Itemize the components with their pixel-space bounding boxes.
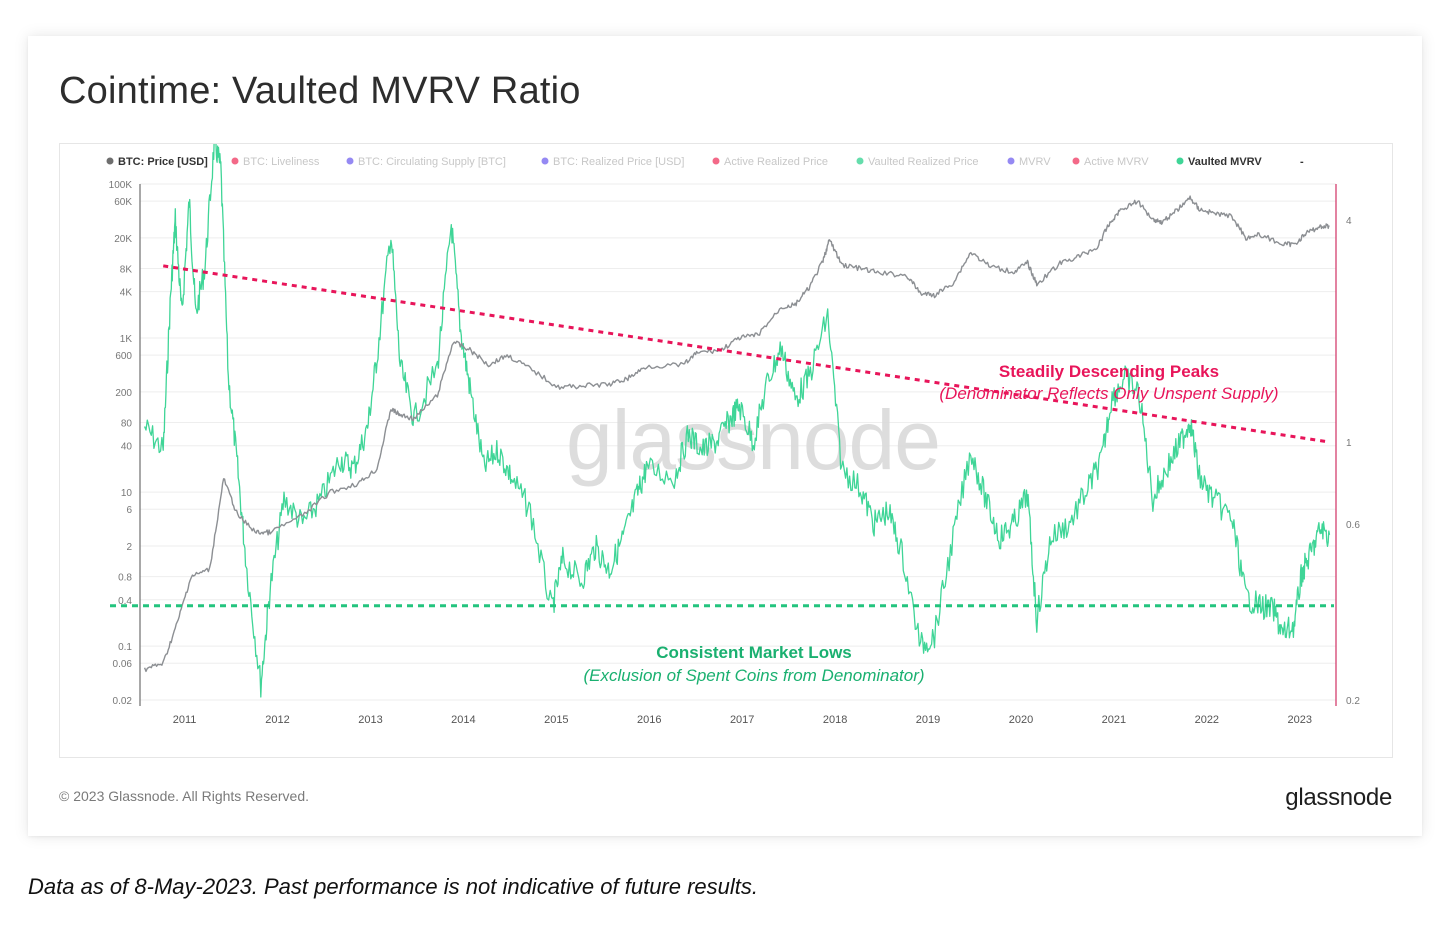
x-tick-label: 2015 bbox=[544, 714, 568, 726]
chart-frame: BTC: Price [USD] BTC: Liveliness BTC: Circ… bbox=[59, 143, 1393, 758]
legend-label: - bbox=[1300, 156, 1304, 168]
x-tick-label: 2023 bbox=[1288, 714, 1312, 726]
x-tick-label: 2012 bbox=[265, 714, 289, 726]
watermark: glassnode bbox=[566, 393, 940, 487]
lows-annotation-subtitle: (Exclusion of Spent Coins from Denominat… bbox=[583, 666, 924, 685]
chart-card: Cointime: Vaulted MVRV Ratio BTC: Price … bbox=[28, 36, 1422, 836]
right-tick-label: 0.6 bbox=[1346, 520, 1360, 531]
x-tick-label: 2014 bbox=[451, 714, 475, 726]
y-tick-label: 10 bbox=[121, 488, 133, 499]
series-line bbox=[143, 195, 1330, 673]
disclaimer-text: Data as of 8-May-2023. Past performance … bbox=[28, 874, 759, 899]
y-tick-label: 20K bbox=[114, 234, 132, 245]
y-tick-label: 1K bbox=[120, 334, 133, 345]
y-tick-label: 200 bbox=[115, 388, 132, 399]
peaks-annotation-subtitle: (Denominator Reflects Only Unspent Suppl… bbox=[939, 384, 1278, 403]
brand-logo: glassnode bbox=[1285, 784, 1392, 811]
y-tick-label: 2 bbox=[126, 542, 132, 553]
legend-label: Active Realized Price bbox=[724, 156, 828, 168]
right-tick-label: 0.2 bbox=[1346, 696, 1360, 707]
y-tick-label: 4K bbox=[120, 288, 133, 299]
x-tick-label: 2011 bbox=[173, 714, 197, 726]
y-tick-label: 60K bbox=[114, 197, 132, 208]
legend-dot bbox=[1072, 157, 1080, 165]
y-tick-label: 600 bbox=[115, 351, 132, 362]
copyright-text: © 2023 Glassnode. All Rights Reserved. bbox=[59, 788, 310, 804]
legend-dot bbox=[1007, 157, 1015, 165]
y-tick-label: 0.06 bbox=[113, 659, 133, 670]
peaks-trendline bbox=[163, 264, 1330, 444]
y-tick-label: 0.02 bbox=[113, 696, 133, 707]
x-tick-label: 2020 bbox=[1009, 714, 1033, 726]
legend-label: MVRV bbox=[1019, 156, 1051, 168]
legend-dot bbox=[231, 157, 239, 165]
legend-label: BTC: Liveliness bbox=[243, 156, 320, 168]
y-tick-label: 40 bbox=[121, 442, 133, 453]
chart-canvas: BTC: Price [USD] BTC: Liveliness BTC: Circ… bbox=[106, 144, 1360, 726]
lows-annotation-title: Consistent Market Lows bbox=[656, 643, 852, 662]
legend-dot bbox=[856, 157, 864, 165]
x-tick-label: 2022 bbox=[1195, 714, 1219, 726]
chart-title: Cointime: Vaulted MVRV Ratio bbox=[59, 70, 581, 112]
legend-label: Active MVRV bbox=[1084, 156, 1149, 168]
legend-dot bbox=[541, 157, 549, 165]
y-tick-label: 8K bbox=[120, 264, 133, 275]
y-tick-label: 80 bbox=[121, 419, 133, 430]
legend-label: Vaulted Realized Price bbox=[868, 156, 978, 168]
x-tick-label: 2019 bbox=[916, 714, 940, 726]
y-tick-label: 0.8 bbox=[118, 573, 132, 584]
y-tick-label: 100K bbox=[109, 180, 133, 191]
legend-dot bbox=[712, 157, 720, 165]
legend-label: BTC: Price [USD] bbox=[118, 156, 208, 168]
y-tick-label: 0.1 bbox=[118, 642, 132, 653]
x-tick-label: 2021 bbox=[1102, 714, 1126, 726]
series-line bbox=[143, 144, 1331, 698]
right-tick-label: 1 bbox=[1346, 438, 1352, 449]
x-tick-label: 2013 bbox=[358, 714, 382, 726]
right-tick-label: 4 bbox=[1346, 216, 1352, 227]
x-tick-label: 2016 bbox=[637, 714, 661, 726]
legend-label: BTC: Realized Price [USD] bbox=[553, 156, 684, 168]
peaks-annotation-title: Steadily Descending Peaks bbox=[999, 362, 1219, 381]
legend-dot bbox=[346, 157, 354, 165]
x-tick-label: 2017 bbox=[730, 714, 754, 726]
y-tick-label: 6 bbox=[126, 505, 132, 516]
y-tick-label: 0.4 bbox=[118, 596, 132, 607]
legend-dot bbox=[106, 157, 114, 165]
legend-dot bbox=[1176, 157, 1184, 165]
legend-label: BTC: Circulating Supply [BTC] bbox=[358, 156, 506, 168]
x-tick-label: 2018 bbox=[823, 714, 847, 726]
legend-label: Vaulted MVRV bbox=[1188, 156, 1262, 168]
